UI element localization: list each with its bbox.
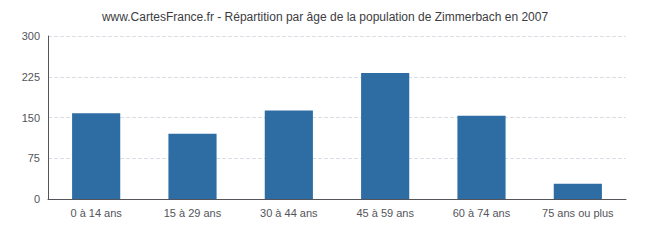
svg-text:45 à 59 ans: 45 à 59 ans [356, 207, 414, 219]
svg-text:75 ans ou plus: 75 ans ou plus [542, 207, 614, 219]
svg-text:75: 75 [28, 152, 40, 164]
svg-text:300: 300 [22, 30, 40, 42]
svg-text:0 à 14 ans: 0 à 14 ans [70, 207, 122, 219]
svg-text:30 à 44 ans: 30 à 44 ans [260, 207, 318, 219]
svg-text:60 à 74 ans: 60 à 74 ans [453, 207, 511, 219]
svg-text:15 à 29 ans: 15 à 29 ans [164, 207, 222, 219]
svg-text:150: 150 [22, 112, 40, 124]
svg-text:0: 0 [34, 193, 40, 205]
svg-text:www.CartesFrance.fr - Répartit: www.CartesFrance.fr - Répartition par âg… [101, 10, 549, 24]
svg-text:225: 225 [22, 71, 40, 83]
